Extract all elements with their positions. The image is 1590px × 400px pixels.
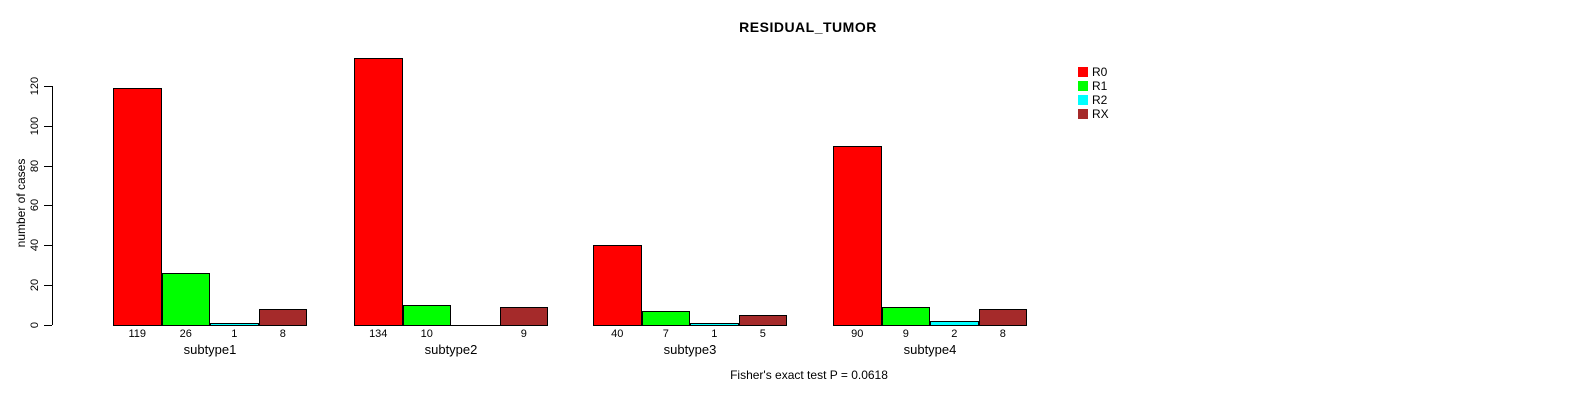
category-label-subtype1: subtype1 [183,342,237,357]
legend-entry-R2: R2 [1078,93,1108,107]
y-tick-mark [44,285,52,286]
legend-swatch-icon [1078,81,1088,91]
y-tick-mark [44,126,52,127]
legend-swatch-icon [1078,67,1088,77]
bar-value-label: 26 [179,328,192,340]
y-tick-label: 120 [29,76,41,96]
bar-R1-subtype2 [402,305,451,326]
legend-entry-R0: R0 [1078,65,1108,79]
y-tick-label: 100 [29,116,41,136]
bar-RX-subtype2 [499,307,548,326]
y-tick-mark [44,205,52,206]
bar-value-label: 2 [951,328,958,340]
bar-value-label: 40 [611,328,624,340]
bar-R2-subtype2 [451,325,500,326]
y-tick-label: 0 [29,321,41,329]
legend-label: R2 [1092,93,1108,107]
legend-swatch-icon [1078,95,1088,105]
stat-test-note: Fisher's exact test P = 0.0618 [730,368,888,382]
y-tick-mark [44,166,52,167]
bar-value-label: 8 [999,328,1006,340]
y-tick-label: 20 [29,278,41,292]
y-axis-line [52,86,53,325]
bar-value-label: 9 [902,328,909,340]
bar-value-label: 90 [851,328,864,340]
bar-value-label: 5 [759,328,766,340]
bar-value-label: 9 [520,328,527,340]
bar-value-label: 1 [711,328,718,340]
legend-label: R0 [1092,65,1108,79]
y-tick-label: 60 [29,198,41,212]
y-tick-label: 40 [29,238,41,252]
bar-R1-subtype4 [881,307,930,326]
bar-R0-subtype4 [833,146,882,326]
bar-R0-subtype2 [354,58,403,326]
bar-value-label: 8 [279,328,286,340]
legend-entry-R1: R1 [1078,79,1108,93]
y-tick-mark [44,245,52,246]
bar-value-label: 7 [662,328,669,340]
bar-value-label: 119 [128,328,147,340]
y-axis-title: number of cases [14,158,28,248]
bar-RX-subtype1 [258,309,307,326]
bar-R0-subtype1 [113,88,162,326]
legend-label: R1 [1092,79,1108,93]
bar-RX-subtype3 [738,315,787,326]
y-tick-mark [44,325,52,326]
legend-entry-RX: RX [1078,107,1109,121]
y-tick-label: 80 [29,159,41,173]
category-label-subtype3: subtype3 [663,342,717,357]
bar-R2-subtype1 [210,323,259,326]
bar-R0-subtype3 [593,245,642,326]
bar-R2-subtype3 [690,323,739,326]
legend-label: RX [1092,107,1109,121]
bar-value-label: 134 [369,328,388,340]
bar-R1-subtype1 [161,273,210,326]
y-tick-mark [44,86,52,87]
category-label-subtype2: subtype2 [424,342,478,357]
bar-value-label: 10 [420,328,433,340]
category-label-subtype4: subtype4 [903,342,957,357]
bar-R1-subtype3 [641,311,690,326]
legend-swatch-icon [1078,109,1088,119]
chart-title: RESIDUAL_TUMOR [739,19,877,35]
bar-RX-subtype4 [978,309,1027,326]
bar-value-label: 1 [231,328,238,340]
bar-R2-subtype4 [930,321,979,326]
